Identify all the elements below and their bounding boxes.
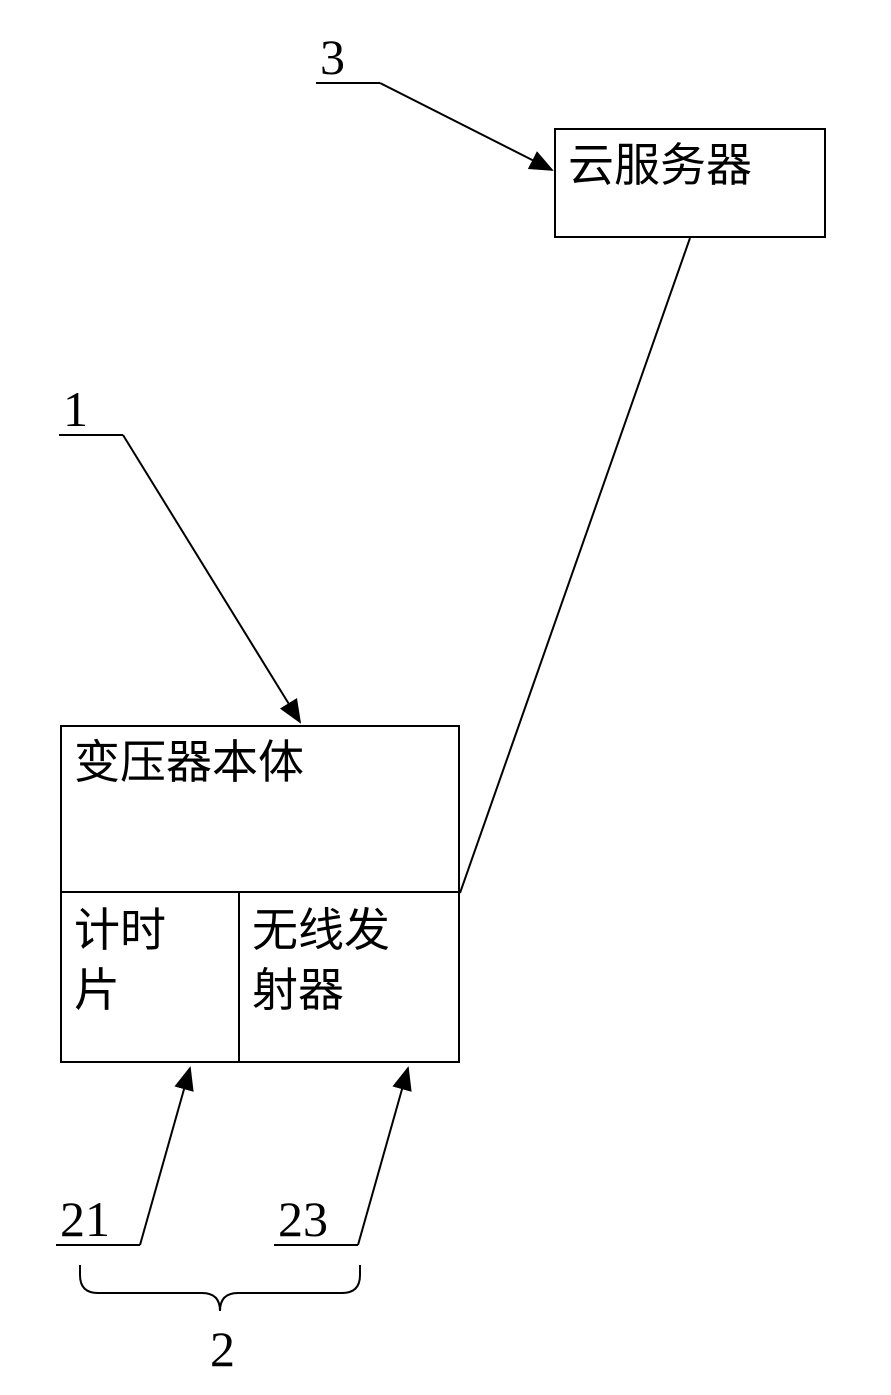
timer-chip-label: 计时 片: [74, 901, 166, 1021]
callout-1-label: 1: [63, 380, 88, 438]
callout-23-label: 23: [278, 1190, 328, 1248]
timer-chip-node: 计时 片: [60, 893, 240, 1063]
callout-1-arrow: [123, 435, 300, 722]
callout-2-label: 2: [210, 1320, 235, 1378]
cloud-server-label: 云服务器: [568, 138, 752, 193]
group-brace: [80, 1265, 360, 1311]
callout-21-label: 21: [60, 1190, 110, 1248]
connector-wireless-to-cloud: [460, 238, 690, 893]
wireless-tx-label: 无线发 射器: [252, 901, 390, 1021]
transformer-body-label: 变压器本体: [74, 735, 304, 790]
callout-3-label: 3: [320, 28, 345, 86]
wireless-tx-node: 无线发 射器: [240, 893, 460, 1063]
cloud-server-node: 云服务器: [554, 128, 826, 238]
callout-21-arrow: [140, 1068, 190, 1245]
callout-23-arrow: [358, 1068, 408, 1245]
callout-3-arrow: [380, 83, 552, 170]
transformer-body-node: 变压器本体: [60, 725, 460, 893]
